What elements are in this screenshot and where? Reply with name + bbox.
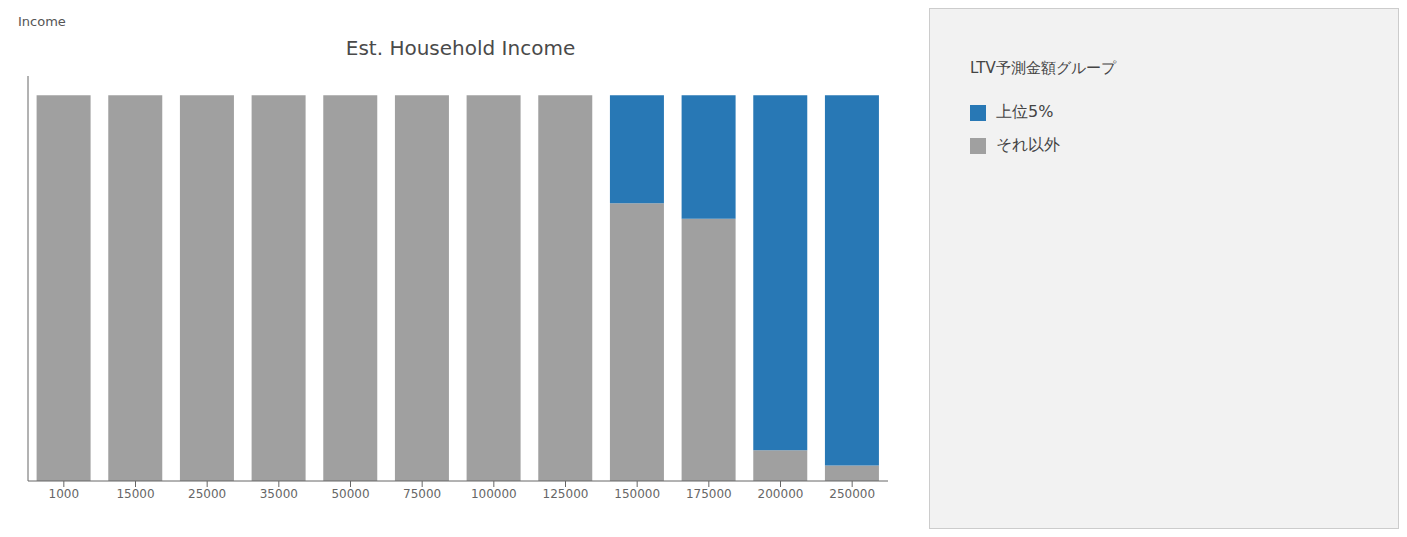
svg-text:25000: 25000 bbox=[188, 487, 226, 501]
svg-text:50000: 50000 bbox=[331, 487, 369, 501]
svg-text:250000: 250000 bbox=[829, 487, 875, 501]
svg-text:200000: 200000 bbox=[758, 487, 804, 501]
svg-text:35000: 35000 bbox=[260, 487, 298, 501]
html-text:それ以外: それ以外 bbox=[996, 135, 1060, 154]
html-text:Est. Household Income: Est. Household Income bbox=[345, 36, 576, 60]
html-text:LTV予測金額グループ: LTV予測金額グループ bbox=[970, 59, 1116, 77]
html-text:上位5%: 上位5% bbox=[996, 102, 1054, 121]
svg-text:75000: 75000 bbox=[403, 487, 441, 501]
html-text:Income: Income bbox=[18, 14, 66, 29]
svg-text:1000: 1000 bbox=[49, 487, 80, 501]
svg-text:15000: 15000 bbox=[116, 487, 154, 501]
svg-text:125000: 125000 bbox=[543, 487, 589, 501]
svg-text:175000: 175000 bbox=[686, 487, 732, 501]
svg-text:100000: 100000 bbox=[471, 487, 517, 501]
svg-text:150000: 150000 bbox=[614, 487, 660, 501]
